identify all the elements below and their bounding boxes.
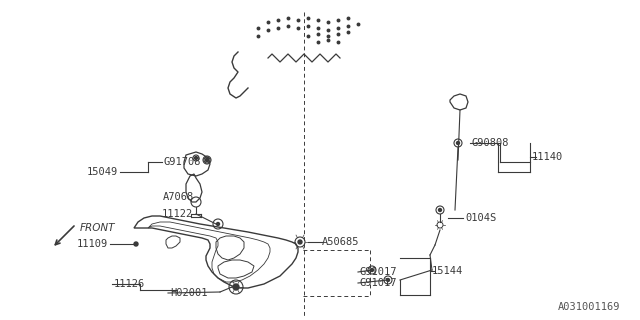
Text: 11140: 11140 [532,152,563,162]
Circle shape [205,158,209,162]
Text: 15049: 15049 [87,167,118,177]
Text: 11109: 11109 [77,239,108,249]
Circle shape [371,268,374,271]
Text: G91017: G91017 [360,267,397,277]
Text: G91708: G91708 [163,157,200,167]
Circle shape [233,284,239,290]
Text: 11126: 11126 [114,279,145,289]
Circle shape [456,141,460,145]
Circle shape [438,209,442,212]
Circle shape [134,242,138,246]
Text: G91017: G91017 [360,278,397,288]
Text: FRONT: FRONT [80,223,115,233]
Text: 0104S: 0104S [465,213,496,223]
Circle shape [387,278,390,282]
Circle shape [205,158,209,162]
Circle shape [298,240,302,244]
Text: G90808: G90808 [472,138,509,148]
Circle shape [195,156,198,159]
Text: H02001: H02001 [170,288,207,298]
Circle shape [216,222,220,226]
Text: A031001169: A031001169 [557,302,620,312]
Text: 11122: 11122 [162,209,193,219]
Text: A50685: A50685 [322,237,360,247]
Text: 15144: 15144 [432,266,463,276]
Text: A7068: A7068 [163,192,195,202]
